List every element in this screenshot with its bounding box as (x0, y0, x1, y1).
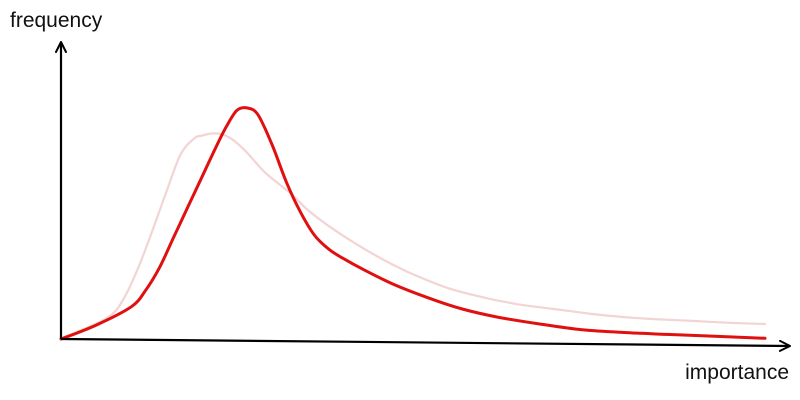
highlighted-distribution-curve (59, 106, 767, 341)
series-layer (59, 106, 767, 341)
x-axis-label: importance (685, 361, 789, 384)
faded-distribution-curve (59, 132, 767, 341)
x-axis (60, 337, 791, 352)
y-axis-label: frequency (10, 9, 103, 32)
